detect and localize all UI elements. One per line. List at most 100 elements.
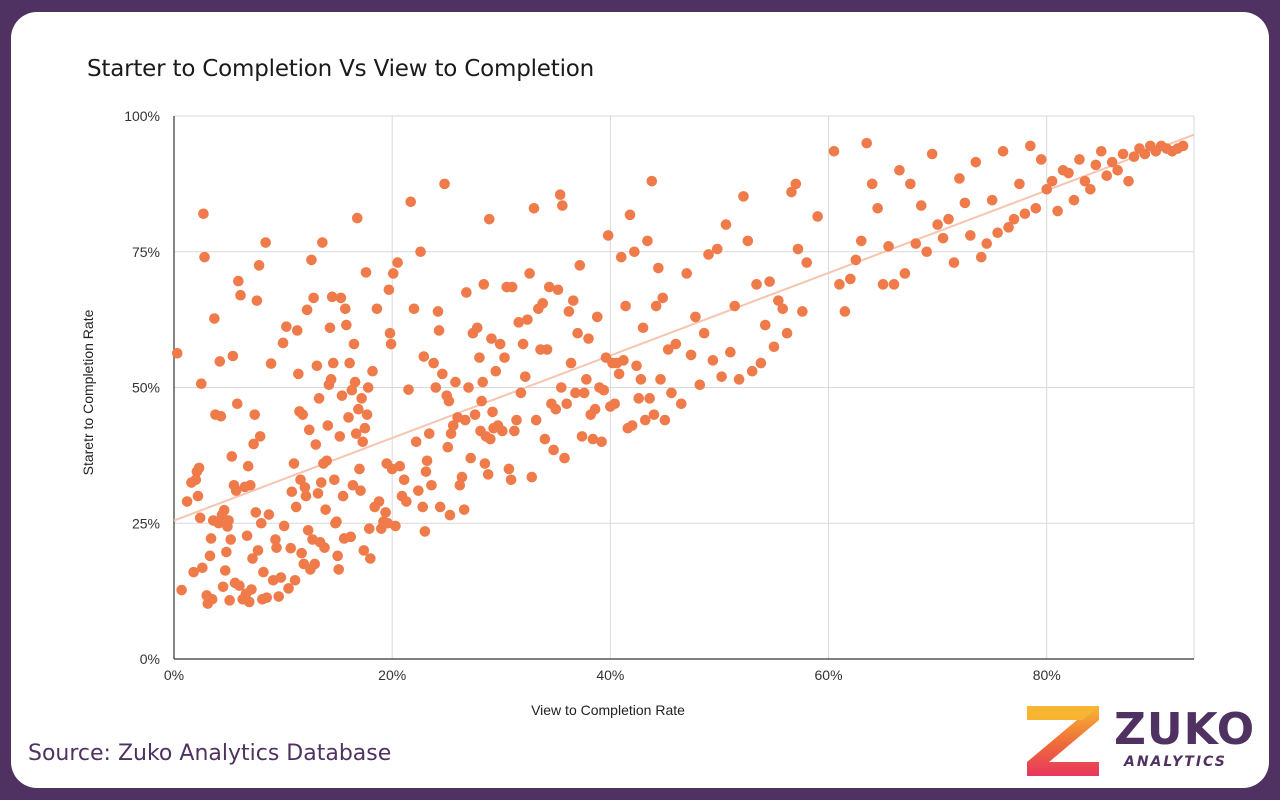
data-point: [1177, 140, 1189, 152]
data-point: [528, 203, 540, 214]
data-point: [199, 251, 210, 263]
data-point: [742, 235, 754, 247]
data-point: [246, 584, 257, 595]
data-point: [764, 276, 775, 287]
data-point: [333, 564, 345, 575]
y-tick-label: 25%: [132, 515, 160, 531]
data-point: [515, 387, 527, 399]
data-point: [458, 504, 470, 515]
data-point: [513, 317, 525, 328]
data-point: [343, 412, 354, 423]
y-tick-label: 0%: [140, 651, 160, 667]
data-point: [387, 268, 399, 279]
data-point: [258, 566, 269, 578]
data-point: [459, 414, 471, 426]
zuko-analytics-logo: ZUKO ANALYTICS: [1027, 704, 1256, 776]
data-point: [899, 268, 911, 279]
data-point: [720, 219, 732, 230]
data-point: [797, 306, 808, 317]
data-point: [478, 279, 490, 290]
data-point: [755, 357, 767, 369]
data-point: [454, 479, 466, 491]
data-point: [265, 358, 277, 369]
data-point: [230, 485, 242, 496]
data-point: [312, 488, 324, 499]
y-tick-label: 50%: [132, 380, 160, 396]
data-point: [509, 425, 520, 437]
data-point: [703, 249, 714, 260]
data-point: [324, 322, 336, 334]
data-point: [320, 504, 331, 515]
data-point: [1008, 213, 1020, 225]
data-point: [181, 496, 193, 507]
data-point: [587, 433, 599, 445]
data-point: [456, 471, 468, 483]
data-point: [543, 281, 555, 293]
data-point: [334, 431, 346, 442]
data-point: [517, 338, 529, 350]
data-point: [384, 327, 396, 339]
data-point: [685, 349, 697, 361]
data-point: [309, 558, 321, 570]
logo-subtitle: ANALYTICS: [1124, 754, 1227, 770]
data-point: [385, 338, 397, 350]
data-point: [850, 254, 862, 266]
data-point: [487, 406, 498, 418]
data-point: [357, 436, 369, 448]
data-point: [248, 438, 259, 450]
data-point: [322, 420, 334, 431]
data-point: [855, 235, 867, 247]
data-point: [390, 520, 401, 532]
data-point: [482, 469, 494, 480]
data-point: [834, 279, 845, 290]
data-point: [615, 251, 627, 263]
data-point: [522, 314, 533, 325]
data-point: [331, 516, 342, 527]
data-point: [450, 376, 461, 388]
data-point: [348, 338, 360, 350]
data-point: [247, 553, 258, 564]
data-point: [777, 303, 789, 315]
data-point: [176, 584, 187, 596]
data-point: [548, 444, 559, 456]
data-point: [227, 350, 239, 362]
data-point: [483, 213, 495, 225]
data-point: [365, 553, 376, 564]
data-point: [570, 387, 581, 399]
y-tick-label: 75%: [132, 244, 160, 260]
data-point: [1095, 145, 1107, 157]
data-point: [421, 455, 433, 467]
data-point: [474, 352, 485, 363]
data-point: [234, 580, 245, 591]
data-point: [233, 275, 244, 287]
data-point: [299, 482, 311, 493]
data-point: [443, 395, 455, 407]
data-point: [231, 398, 243, 410]
data-point: [530, 414, 542, 426]
logo-wordmark: ZUKO: [1114, 704, 1256, 755]
data-point: [992, 227, 1003, 239]
data-point: [350, 428, 362, 439]
data-point: [657, 292, 669, 304]
data-point: [447, 420, 459, 431]
data-point: [362, 382, 374, 393]
data-point: [511, 414, 522, 426]
data-point: [319, 542, 330, 553]
data-point: [439, 178, 450, 190]
data-point: [363, 523, 375, 534]
data-point: [943, 213, 954, 225]
data-point: [662, 344, 674, 355]
data-point: [1003, 222, 1014, 233]
data-point: [1074, 154, 1085, 165]
data-point: [291, 325, 303, 336]
data-point: [557, 200, 568, 211]
scatter-chart: 0% 20% 40% 60% 80% 0% 25% 50% 75% 100% View to Com…: [80, 108, 1195, 718]
data-point: [561, 398, 573, 410]
data-point: [242, 460, 254, 472]
data-point: [332, 550, 343, 562]
x-axis-label: View to Completion Rate: [531, 702, 685, 718]
data-point: [476, 395, 487, 407]
data-point: [303, 424, 315, 436]
data-point: [733, 374, 745, 385]
data-point: [648, 409, 660, 420]
